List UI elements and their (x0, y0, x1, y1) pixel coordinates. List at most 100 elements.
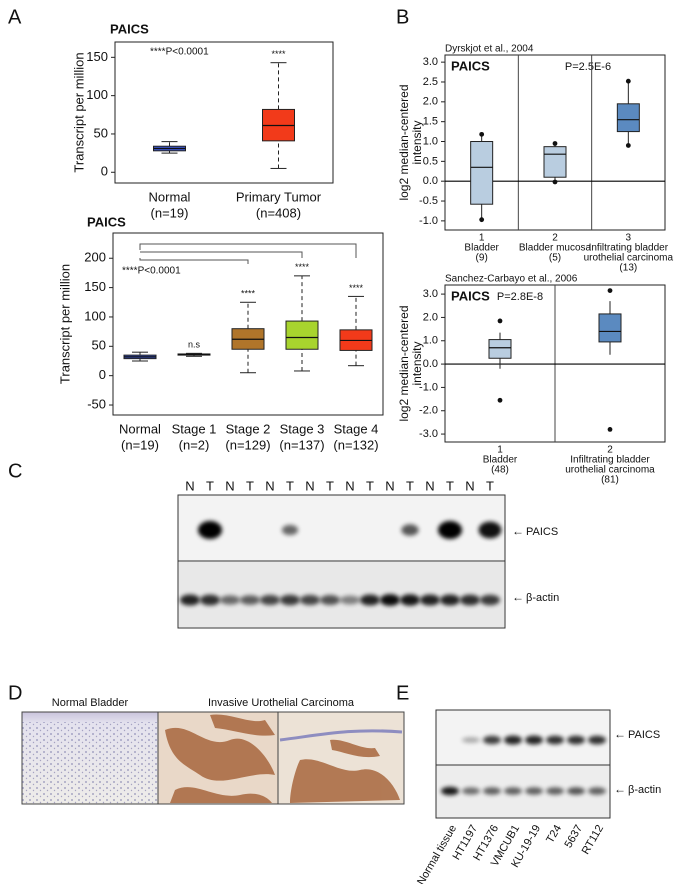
comparison-brackets (139, 243, 357, 264)
band (220, 595, 240, 605)
x-tick-label: Normal (119, 421, 161, 436)
sample-size: (n=19) (121, 437, 159, 452)
band (440, 594, 460, 606)
annotation: ****P<0.0001 (122, 266, 181, 277)
chart-title: PAICS (451, 288, 490, 303)
band (567, 787, 585, 795)
western-blot (435, 709, 611, 766)
outlier-point (479, 131, 485, 137)
y-axis-label: intensity (410, 341, 424, 385)
outlier-point (625, 143, 631, 148)
band (260, 594, 280, 606)
band (200, 594, 220, 606)
p-value: P=2.5E-6 (565, 61, 611, 73)
band (180, 594, 200, 606)
y-tick-label: 100 (86, 87, 108, 102)
x-tick-label: 1 (479, 233, 485, 244)
panel-label: E (396, 682, 409, 704)
outlier-point (552, 141, 558, 146)
band (280, 594, 300, 606)
sample-size: (n=129) (225, 437, 270, 452)
y-tick-label: 2.5 (423, 76, 438, 88)
significance-label: n.s (188, 340, 201, 350)
band (546, 787, 564, 795)
category-name: Infiltrating bladder (570, 455, 650, 466)
box (470, 141, 494, 205)
lane-label: RT112 (580, 823, 606, 857)
arrow: ← (512, 524, 524, 538)
y-tick-label: 3.0 (423, 56, 438, 68)
x-tick-label: Primary Tumor (236, 189, 322, 204)
bracket (139, 243, 357, 258)
lane-label: T (366, 478, 374, 493)
band (401, 524, 419, 536)
stain-region (170, 787, 272, 803)
data-source: Sanchez-Carbayo et al., 2006 (445, 274, 578, 285)
y-tick-label: -3.0 (419, 428, 438, 440)
x-tick-label: Normal (149, 189, 191, 204)
band (462, 737, 480, 743)
panel-label: D (8, 682, 22, 704)
y-tick-label: 2.0 (423, 311, 438, 323)
chart-title: PAICS (451, 58, 490, 73)
x-tick-label: Stage 1 (172, 421, 217, 436)
category-name: urothelial carcinoma (565, 465, 655, 476)
category-name: Infiltrating bladder (589, 243, 669, 254)
band (504, 787, 522, 795)
category-name: Bladder (464, 243, 499, 254)
band-label: PAICS (526, 526, 558, 538)
band (198, 521, 222, 539)
sample-size: (n=408) (256, 205, 301, 220)
significance-label: **** (349, 283, 364, 293)
category-name: urothelial carcinoma (584, 253, 674, 264)
x-tick-label: Stage 4 (334, 421, 379, 436)
stain-region (165, 727, 275, 781)
y-tick-label: 100 (84, 308, 106, 323)
band (546, 735, 564, 745)
outlier-point (607, 427, 613, 432)
sample-size: (n=19) (151, 205, 189, 220)
band (478, 521, 502, 539)
y-tick-label: -0.5 (419, 195, 438, 207)
lane-label: T (286, 478, 294, 493)
significance-label: **** (295, 262, 310, 272)
y-tick-label: 0.5 (423, 155, 438, 167)
blot-bands (180, 521, 502, 606)
panel-label: A (8, 6, 22, 28)
chart-title: PAICS (110, 21, 149, 36)
box (543, 146, 567, 178)
plot-frame (114, 41, 334, 184)
band (567, 735, 585, 745)
sample-size: (n=132) (333, 437, 378, 452)
outlier-point (497, 318, 503, 324)
outlier-point (552, 179, 558, 185)
arrow: ← (614, 782, 626, 796)
band (420, 594, 440, 606)
box (616, 103, 640, 133)
band (300, 594, 320, 606)
data-source: Dyrskjot et al., 2004 (445, 44, 534, 55)
band (525, 787, 543, 795)
y-tick-label: 3.0 (423, 288, 438, 300)
sample-size: (13) (619, 263, 637, 274)
annotation: ****P<0.0001 (150, 47, 209, 58)
band-label: β-actin (628, 784, 661, 796)
lane-label: T (206, 478, 214, 493)
plot-frame (112, 232, 384, 416)
sample-size: (81) (601, 475, 619, 486)
band (380, 594, 400, 606)
y-tick-label: 0.0 (423, 175, 438, 187)
x-tick-label: Stage 3 (280, 421, 325, 436)
y-tick-label: 2.0 (423, 96, 438, 108)
band (588, 735, 606, 745)
stain-region (210, 714, 275, 736)
y-axis-label: log2 median-centered (397, 305, 411, 421)
y-tick-label: 1.0 (423, 135, 438, 147)
band (320, 595, 340, 605)
significance-label: **** (241, 289, 256, 299)
band (504, 735, 522, 745)
ihc-epithelium (279, 729, 403, 742)
y-tick-label: 50 (92, 338, 106, 353)
sample-size: (n=137) (279, 437, 324, 452)
category-name: Bladder (483, 455, 518, 466)
